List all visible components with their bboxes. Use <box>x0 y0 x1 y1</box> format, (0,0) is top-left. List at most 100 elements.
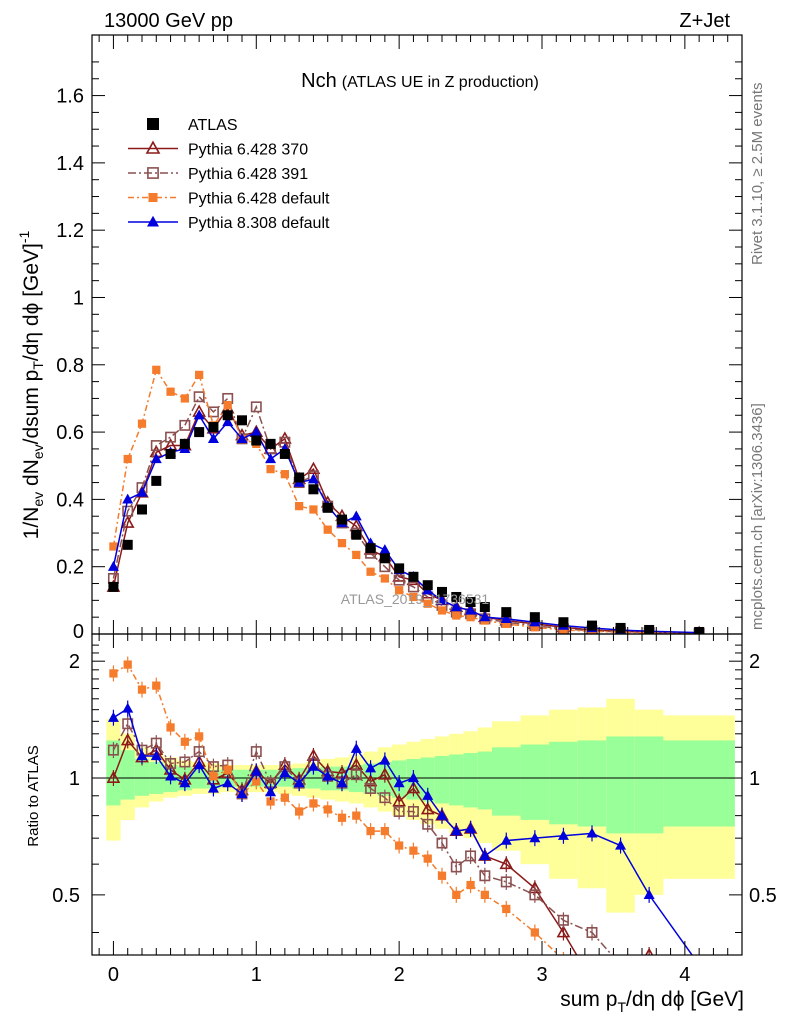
data-point <box>530 623 539 632</box>
legend: ATLAS Pythia 6.428 370 Pythia 6.428 391 Pyt… <box>128 117 330 232</box>
ratio-tick-label: 2 <box>69 651 80 673</box>
data-point <box>529 612 540 623</box>
data-point <box>350 510 362 521</box>
ratio-point <box>380 826 389 836</box>
ratio-point <box>166 723 175 732</box>
legend-item: Pythia 6.428 default <box>128 191 330 208</box>
ratio-point <box>465 823 477 833</box>
legend-marker <box>148 193 158 202</box>
ratio-point <box>122 702 134 713</box>
ratio-point <box>309 799 318 808</box>
ratio-point <box>557 914 569 926</box>
ratio-point <box>180 737 189 746</box>
series-line <box>112 368 700 634</box>
data-point <box>322 502 333 513</box>
data-point <box>136 486 148 497</box>
data-point <box>409 592 418 602</box>
data-point <box>365 543 376 554</box>
data-point <box>266 464 275 474</box>
data-point <box>437 586 447 597</box>
y-tick-label: 1.6 <box>56 86 84 108</box>
data-point <box>122 493 134 504</box>
ratio-point <box>423 854 432 863</box>
data-point <box>152 365 161 374</box>
data-point <box>194 427 205 438</box>
ratio-point <box>616 988 624 996</box>
data-point <box>179 419 191 431</box>
ratio-band-inner <box>577 740 607 827</box>
data-point <box>479 611 491 622</box>
plot-title-main: Nch <box>301 70 337 92</box>
data-point <box>379 544 391 554</box>
ratio-point <box>480 890 489 899</box>
ratio-frame <box>91 633 743 956</box>
plot-title: Nch (ATLAS UE in Z production) <box>301 70 539 92</box>
ratio-point <box>165 758 177 769</box>
y-tick-label: 0.6 <box>56 422 84 444</box>
ratio-point <box>695 961 703 969</box>
data-point <box>294 472 305 483</box>
ratio-point <box>109 669 118 678</box>
ratio-point <box>137 685 147 694</box>
data-point <box>222 410 233 421</box>
data-point <box>422 580 433 591</box>
ratio-band-inner <box>463 753 478 808</box>
data-point <box>465 604 477 615</box>
data-point <box>166 387 175 396</box>
legend-item: ATLAS <box>147 117 238 134</box>
ratio-point <box>559 956 567 964</box>
ratio-point <box>136 750 148 761</box>
ratio-point <box>436 809 448 820</box>
data-point <box>223 401 232 410</box>
x-tick-label: 3 <box>536 964 547 986</box>
ratio-point <box>502 904 511 914</box>
ratio-point <box>195 732 204 741</box>
ratio-point <box>107 744 119 756</box>
ratio-point <box>209 772 218 781</box>
ratio-point <box>586 827 598 838</box>
data-point <box>395 586 404 595</box>
data-point <box>452 611 461 620</box>
ratio-tick-label: 2 <box>749 651 760 673</box>
data-point <box>265 438 276 449</box>
ratio-point <box>379 792 391 804</box>
ratio-line <box>113 707 693 955</box>
ratio-band-inner <box>549 741 578 825</box>
ratio-point <box>420 802 435 815</box>
data-point <box>615 622 626 633</box>
series-line <box>112 413 700 634</box>
data-point <box>193 391 205 403</box>
ratio-axis-ticks: 0.5 0.5 1 1 2 2 <box>52 644 777 933</box>
ratio-point <box>393 806 405 817</box>
y-tick-label: 1.2 <box>56 220 84 242</box>
data-point <box>307 473 319 484</box>
ratio-point <box>252 777 261 786</box>
ratio-point <box>250 765 262 776</box>
data-point <box>644 624 655 634</box>
data-point <box>587 620 597 631</box>
legend-label: Pythia 6.428 default <box>188 191 330 208</box>
data-point <box>207 433 219 443</box>
ratio-point <box>422 818 434 830</box>
ratio-point <box>393 777 405 788</box>
ratio-point <box>407 806 419 817</box>
data-point <box>408 571 419 582</box>
ratio-point <box>436 837 448 849</box>
ratio-y-axis-label: Ratio to ATLAS <box>25 745 42 846</box>
ratio-point <box>120 732 135 746</box>
ratio-point <box>307 760 319 771</box>
y-tick-label: 0.2 <box>56 557 84 579</box>
ratio-point <box>165 770 177 781</box>
ratio-point <box>409 846 418 855</box>
data-point <box>393 574 405 586</box>
data-point <box>323 525 332 534</box>
data-point <box>137 419 147 428</box>
data-point <box>265 453 277 464</box>
data-point <box>451 591 462 602</box>
y-axis-label: 1/Nev dNev/dsum pT/dη dϕ [GeV]-1 <box>16 230 46 539</box>
ratio-point <box>644 960 653 969</box>
data-point <box>337 539 347 548</box>
ratio-point <box>615 839 627 850</box>
data-point <box>250 401 262 413</box>
ratio-band-inner <box>120 750 135 800</box>
